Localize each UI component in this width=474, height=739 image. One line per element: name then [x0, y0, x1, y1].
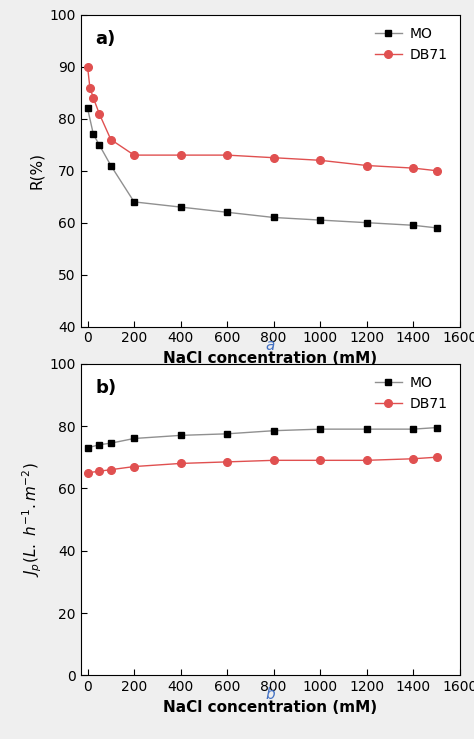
MO: [85, 104, 91, 113]
DB71: [364, 161, 370, 170]
MO: [178, 431, 183, 440]
DB71: [271, 456, 276, 465]
Y-axis label: $J_p(L.\ h^{-1}.m^{-2})$: $J_p(L.\ h^{-1}.m^{-2})$: [20, 463, 44, 577]
MO: [91, 130, 96, 139]
MO: [364, 218, 370, 227]
MO: [131, 197, 137, 206]
Line: DB71: DB71: [84, 63, 440, 174]
Text: b): b): [96, 379, 117, 398]
DB71: [178, 459, 183, 468]
DB71: [131, 462, 137, 471]
DB71: [434, 166, 439, 175]
MO: [434, 423, 439, 432]
MO: [410, 221, 416, 230]
MO: [271, 213, 276, 222]
Line: MO: MO: [84, 424, 440, 452]
Text: b: b: [265, 687, 275, 703]
DB71: [224, 151, 230, 160]
DB71: [87, 83, 93, 92]
DB71: [364, 456, 370, 465]
DB71: [410, 163, 416, 172]
DB71: [318, 456, 323, 465]
DB71: [271, 153, 276, 162]
DB71: [108, 466, 114, 474]
MO: [178, 202, 183, 211]
MO: [224, 208, 230, 217]
DB71: [96, 467, 102, 476]
MO: [410, 425, 416, 434]
DB71: [178, 151, 183, 160]
X-axis label: NaCl concentration (mM): NaCl concentration (mM): [163, 700, 377, 715]
MO: [318, 216, 323, 225]
Legend: MO, DB71: MO, DB71: [369, 370, 453, 417]
DB71: [91, 94, 96, 103]
MO: [364, 425, 370, 434]
MO: [108, 439, 114, 448]
Legend: MO, DB71: MO, DB71: [369, 21, 453, 68]
DB71: [410, 454, 416, 463]
DB71: [96, 109, 102, 118]
X-axis label: NaCl concentration (mM): NaCl concentration (mM): [163, 351, 377, 366]
Line: MO: MO: [84, 105, 440, 231]
MO: [434, 223, 439, 232]
Y-axis label: R(%): R(%): [29, 152, 44, 189]
MO: [96, 140, 102, 149]
MO: [96, 440, 102, 449]
DB71: [85, 62, 91, 71]
MO: [108, 161, 114, 170]
Text: a): a): [96, 30, 116, 48]
Text: a: a: [265, 338, 275, 353]
DB71: [108, 135, 114, 144]
MO: [271, 426, 276, 435]
MO: [224, 429, 230, 438]
DB71: [318, 156, 323, 165]
MO: [85, 443, 91, 452]
DB71: [131, 151, 137, 160]
DB71: [434, 453, 439, 462]
Line: DB71: DB71: [84, 454, 440, 477]
MO: [131, 434, 137, 443]
DB71: [85, 469, 91, 477]
MO: [318, 425, 323, 434]
DB71: [224, 457, 230, 466]
